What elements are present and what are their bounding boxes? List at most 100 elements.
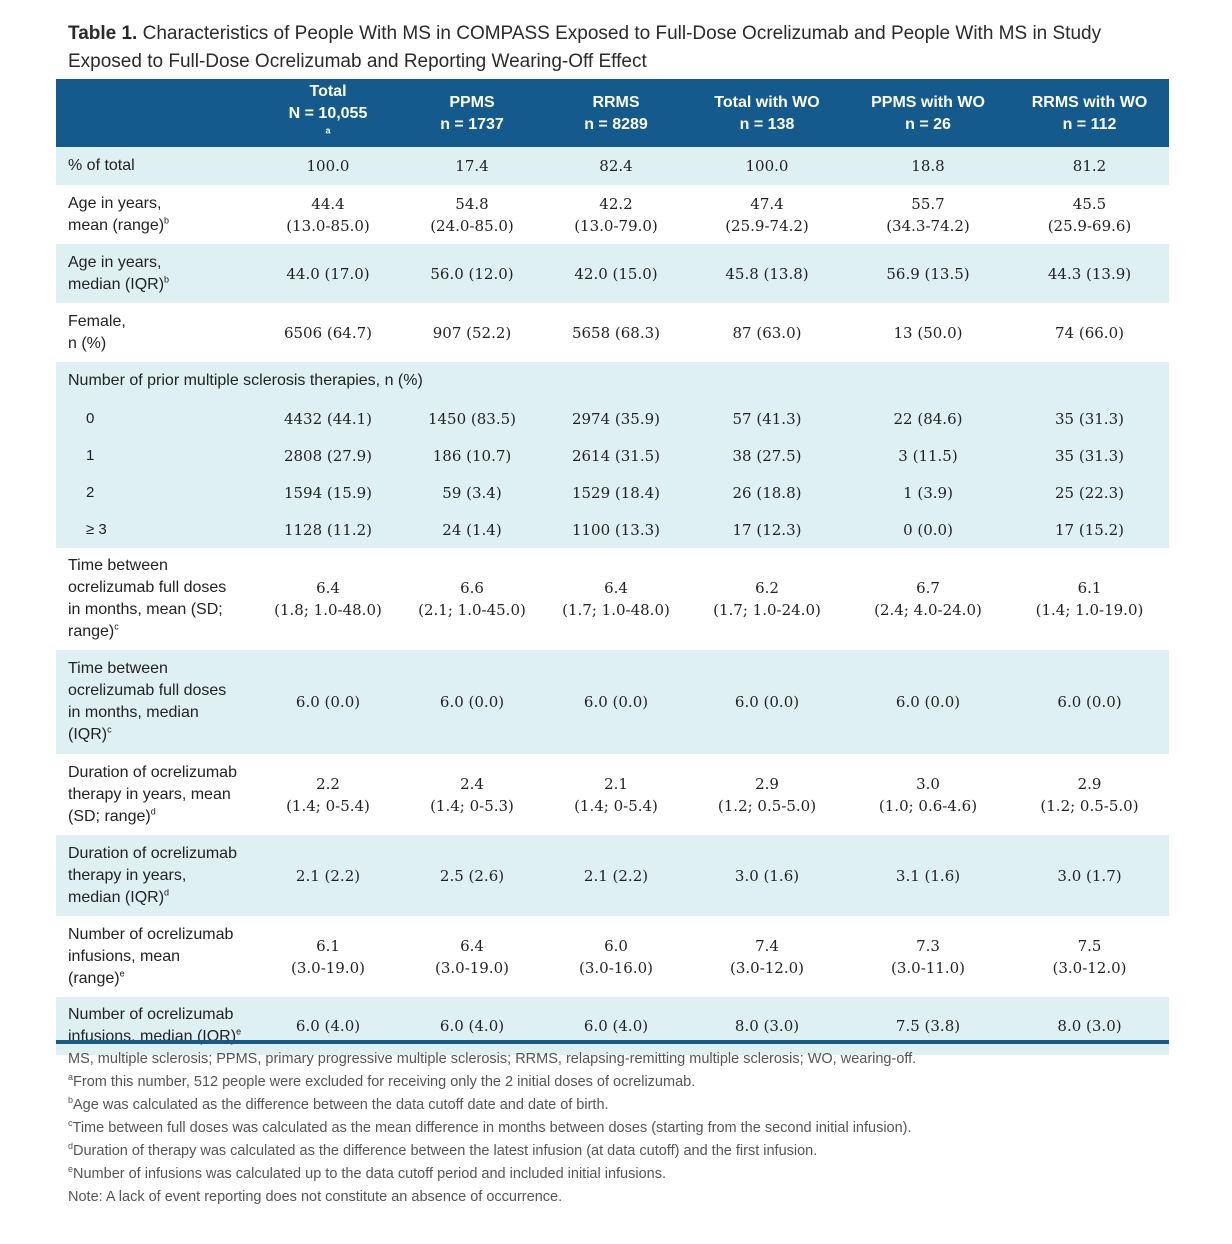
table-cell: 18.8: [911, 157, 945, 175]
table-cell: 35 (31.3): [1055, 446, 1124, 465]
footnote-note: Note: A lack of event reporting does not…: [68, 1189, 563, 1205]
table-cell: 44.4 (13.0-85.0): [286, 194, 370, 235]
header-blank: [56, 79, 256, 147]
header-ppms: PPMS n = 1737: [440, 94, 504, 133]
table-cell: 6.4 (3.0-19.0): [434, 936, 510, 977]
row-prior-therapies-header: Number of prior multiple sclerosis thera…: [56, 362, 1169, 400]
row-prior-0: 0 4432 (44.1) 1450 (83.5) 2974 (35.9) 57…: [56, 400, 1169, 437]
table-cell: 2.1 (2.2): [583, 866, 649, 885]
table-cell: 81.2: [1072, 157, 1107, 175]
table-cell: 8.0 (3.0): [734, 1017, 800, 1035]
table-cell: 3.0 (1.0; 0.6-4.6): [878, 774, 978, 815]
row-label: 0: [86, 409, 95, 427]
row-label: Duration of ocrelizumab therapy in years,…: [68, 844, 237, 906]
table-cell: 17 (12.3): [732, 520, 802, 539]
row-label: Time between ocrelizumab full doses in mon…: [68, 660, 227, 743]
footnote-c: cTime between full doses was calculated …: [68, 1118, 912, 1136]
table-title: Characteristics of People With MS in COM…: [68, 23, 1102, 72]
table-cell: 17 (15.2): [1055, 520, 1124, 539]
table-cell: 1100 (13.3): [571, 520, 661, 539]
row-age-median: Age in years, median (IQR)b 44.0 (17.0) 5…: [56, 244, 1169, 303]
table-cell: 2.4 (1.4; 0-5.3): [430, 774, 514, 815]
row-label: Duration of ocrelizumab therapy in years,…: [68, 763, 237, 825]
footnote-abbreviations: MS, multiple sclerosis; PPMS, primary pr…: [68, 1051, 917, 1067]
table-cell: 25 (22.3): [1055, 483, 1124, 502]
header-ppms-wo: PPMS with WO n = 26: [871, 94, 985, 133]
table-cell: 2.9 (1.2; 0.5-5.0): [717, 774, 817, 815]
table-cell: 6.7 (2.4; 4.0-24.0): [874, 579, 982, 619]
row-label: 1: [86, 446, 95, 464]
table-cell: 7.5 (3.0-12.0): [1052, 936, 1127, 977]
table-cell: 3 (11.5): [898, 446, 958, 465]
table-cell: 3.0 (1.7): [1057, 866, 1122, 885]
row-label: % of total: [68, 157, 135, 174]
table-cell: 2.2 (1.4; 0-5.4): [286, 774, 370, 815]
table-cell: 6.4 (1.7; 1.0-48.0): [562, 579, 670, 619]
table-cell: 6.0 (0.0): [295, 693, 361, 711]
table-cell: 87 (63.0): [732, 323, 802, 342]
table-label: Table 1.: [68, 23, 138, 44]
row-duration-median: Duration of ocrelizumab therapy in years,…: [56, 835, 1169, 916]
table-cell: 44.3 (13.9): [1047, 264, 1132, 283]
table-cell: 42.2 (13.0-79.0): [574, 194, 658, 235]
table-cell: 1 (3.9): [903, 483, 953, 502]
row-infusions-median: Number of ocrelizumab infusions, median (…: [56, 997, 1169, 1055]
table-cell: 186 (10.7): [432, 446, 512, 465]
table-cell: 55.7 (34.3-74.2): [886, 194, 970, 235]
table-cell: 907 (52.2): [432, 323, 512, 342]
footnote-e: eNumber of infusions was calculated up t…: [68, 1164, 667, 1182]
table-cell: 100.0: [745, 157, 789, 175]
table-cell: 7.4 (3.0-12.0): [729, 936, 805, 977]
table-cell: 2808 (27.9): [283, 446, 373, 465]
table-cell: 6.0 (0.0): [734, 693, 800, 711]
footnote-b: bAge was calculated as the difference be…: [68, 1095, 609, 1113]
table-cell: 6.0 (0.0): [439, 693, 505, 711]
table-cell: 2614 (31.5): [571, 446, 661, 465]
table-cell: 22 (84.6): [893, 409, 963, 428]
table-cell: 3.1 (1.6): [895, 866, 961, 885]
table-cell: 47.4 (25.9-74.2): [725, 194, 809, 235]
row-label: Time between ocrelizumab full doses in mon…: [68, 557, 227, 640]
footnote-d: dDuration of therapy was calculated as t…: [68, 1141, 818, 1159]
header-rrms-wo: RRMS with WO n = 112: [1031, 94, 1148, 133]
table-cell: 56.9 (13.5): [886, 264, 970, 283]
row-prior-2: 2 1594 (15.9) 59 (3.4) 1529 (18.4) 26 (1…: [56, 474, 1169, 511]
table-cell: 5658 (68.3): [571, 323, 661, 342]
footnote-a: aFrom this number, 512 people were exclu…: [68, 1072, 696, 1090]
table-cell: 6.4 (1.8; 1.0-48.0): [274, 579, 382, 619]
row-label: Age in years, mean (range)b: [68, 194, 170, 234]
table-cell: 13 (50.0): [893, 323, 963, 342]
table-cell: 44.0 (17.0): [286, 264, 370, 283]
table-cell: 7.3 (3.0-11.0): [890, 936, 966, 977]
table-cell: 74 (66.0): [1055, 323, 1124, 342]
footnote-marker: a: [325, 125, 331, 136]
row-label: Age in years, median (IQR)b: [68, 253, 170, 293]
table-cell: 1128 (11.2): [283, 520, 373, 539]
row-label: 2: [86, 483, 95, 501]
row-label: Number of ocrelizumab infusions, median (…: [68, 1006, 242, 1045]
table-cell: 2.5 (2.6): [439, 866, 505, 885]
table-footnotes: MS, multiple sclerosis; PPMS, primary pr…: [68, 1048, 1178, 1209]
table-cell: 3.0 (1.6): [734, 866, 800, 885]
table-cell: 1529 (18.4): [571, 483, 661, 502]
table-cell: 4432 (44.1): [283, 409, 373, 428]
row-prior-1: 1 2808 (27.9) 186 (10.7) 2614 (31.5) 38 …: [56, 437, 1169, 474]
row-pct-total: % of total 100.0 17.4 82.4 100.0 18.8 81…: [56, 147, 1169, 185]
row-duration-mean: Duration of ocrelizumab therapy in years,…: [56, 754, 1169, 835]
row-label: ≥ 3: [86, 520, 107, 538]
table-cell: 35 (31.3): [1055, 409, 1124, 428]
table-cell: 2.1 (2.2): [295, 866, 361, 885]
table-cell: 17.4: [455, 157, 489, 175]
row-infusions-mean: Number of ocrelizumab infusions, mean (ran…: [56, 916, 1169, 997]
table-cell: 6.1 (1.4; 1.0-19.0): [1035, 579, 1144, 619]
table-cell: 6.0 (0.0): [895, 693, 961, 711]
header-total: Total N = 10,055 a: [288, 83, 368, 136]
row-label: Number of ocrelizumab infusions, mean (ran…: [68, 925, 234, 987]
row-time-median: Time between ocrelizumab full doses in mon…: [56, 650, 1169, 754]
row-age-mean: Age in years, mean (range)b 44.4 (13.0-85.…: [56, 185, 1169, 244]
table-cell: 6.0 (3.0-16.0): [578, 936, 654, 977]
table-cell: 6.6 (2.1; 1.0-45.0): [418, 579, 526, 619]
table-cell: 0 (0.0): [903, 520, 953, 539]
row-label: Female, n (%): [68, 312, 126, 352]
table-cell: 59 (3.4): [442, 483, 502, 502]
